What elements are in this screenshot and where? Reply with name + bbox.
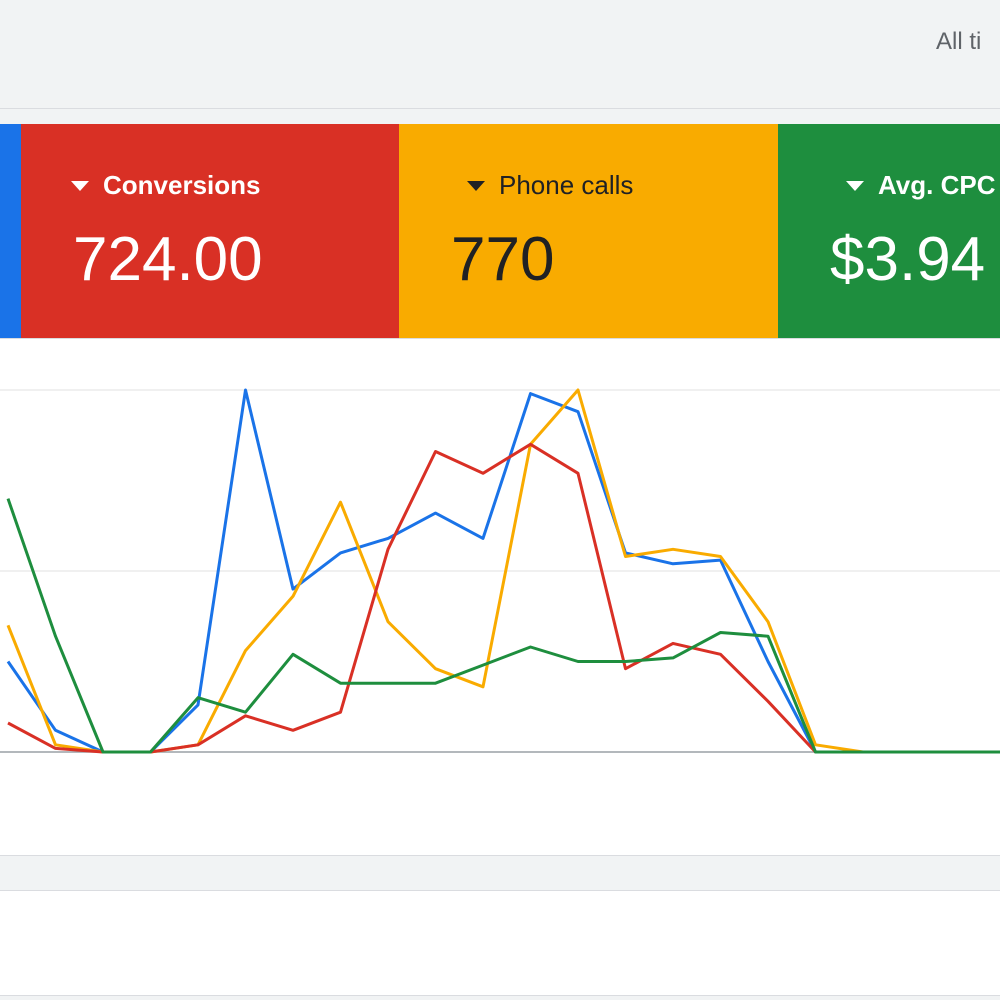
metric-card-phone-calls[interactable]: Phone calls 770 <box>399 124 778 338</box>
table-panel <box>0 890 1000 996</box>
performance-chart <box>0 338 1000 856</box>
metric-value: $3.94 <box>830 225 986 294</box>
top-bar: All ti <box>0 0 1000 109</box>
line-chart <box>0 388 1000 754</box>
metric-label: Phone calls <box>499 170 634 200</box>
metric-label: Conversions <box>103 170 261 200</box>
caret-down-icon <box>846 180 864 191</box>
metric-dropdown-phone-calls[interactable]: Phone calls <box>467 170 633 201</box>
metric-card-avg-cpc[interactable]: Avg. CPC $3.94 <box>778 124 1000 338</box>
metric-dropdown-avg-cpc[interactable]: Avg. CPC <box>846 170 996 201</box>
metric-value: 724.00 <box>73 225 263 294</box>
metric-card-conversions[interactable]: Conversions 724.00 <box>21 124 399 338</box>
metric-card-clicks[interactable] <box>0 124 21 338</box>
series-line-avg_cpc <box>6 498 1000 754</box>
caret-down-icon <box>467 180 485 191</box>
metric-cards: Conversions 724.00 Phone calls 770 Avg. … <box>0 124 1000 338</box>
series-line-conversions <box>7 442 1000 754</box>
date-range-selector[interactable]: All ti <box>936 28 982 55</box>
caret-down-icon <box>71 180 89 191</box>
metric-label: Avg. CPC <box>878 170 996 200</box>
metric-value: 770 <box>451 225 555 294</box>
metric-dropdown-conversions[interactable]: Conversions <box>71 170 261 201</box>
